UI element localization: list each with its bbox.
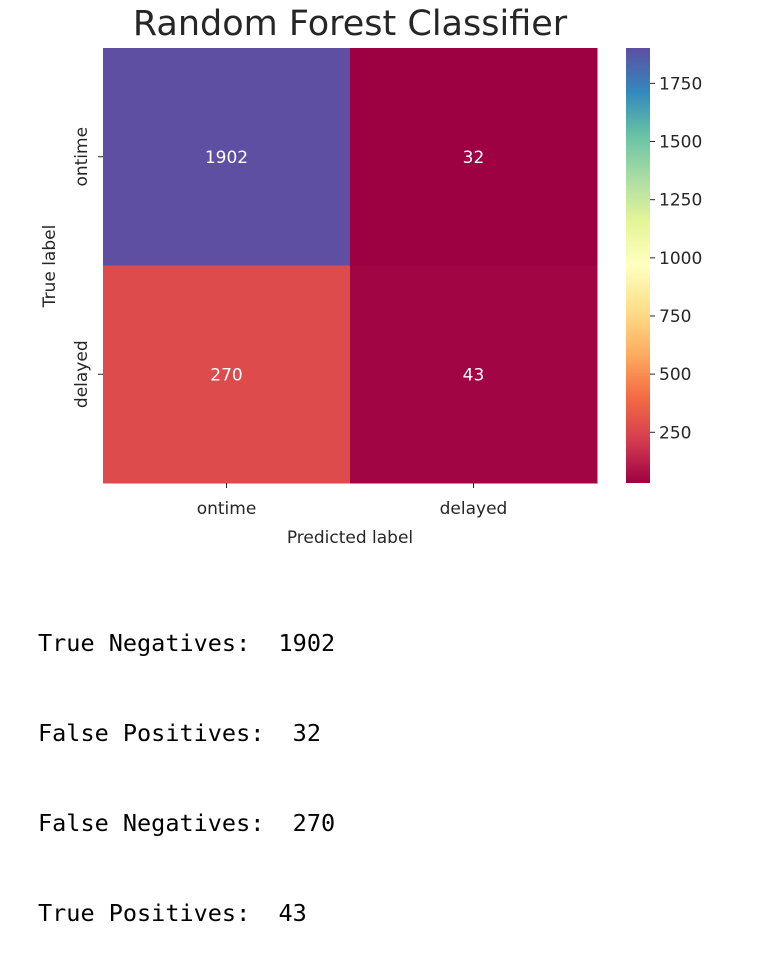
colorbar-tick-label: 1500 (659, 133, 702, 153)
heatmap-cell (350, 48, 598, 266)
y-tick-label: ontime (72, 127, 92, 187)
x-tick-label: delayed (440, 499, 508, 519)
summary-label: False Positives: (38, 719, 265, 747)
summary-label: False Negatives: (38, 809, 265, 837)
confusion-matrix-figure: Random Forest Classifier 1902 32 270 43 ont… (40, 4, 702, 548)
summary-line-fn: False Negatives: 270 (38, 808, 335, 838)
colorbar-tick-label: 500 (659, 365, 691, 385)
heatmap-cell (103, 48, 351, 266)
chart-title: Random Forest Classifier (133, 4, 568, 44)
y-tick-label: delayed (72, 340, 92, 408)
summary-value: 270 (292, 809, 336, 837)
colorbar-tick-label: 750 (659, 307, 691, 327)
cell-value-label: 43 (463, 365, 485, 385)
heatmap-cell (350, 265, 598, 484)
cell-value-label: 32 (463, 148, 485, 168)
colorbar-tick-label: 250 (659, 423, 691, 443)
summary-line-tp: True Positives: 43 (38, 898, 335, 928)
colorbar-tick-label: 1750 (659, 74, 702, 94)
heatmap-cells: 1902 32 270 43 (103, 48, 598, 484)
heatmap-cell (103, 265, 351, 484)
colorbar-ticks: 250 500 750 1000 1250 1500 1750 (650, 74, 702, 443)
summary-output: True Negatives: 1902 False Positives: 32… (38, 568, 335, 958)
colorbar-tick-label: 1250 (659, 191, 702, 211)
x-axis-ticks: ontime delayed (197, 483, 508, 519)
summary-value: 43 (278, 899, 307, 927)
x-tick-label: ontime (197, 499, 257, 519)
summary-label: True Positives: (38, 899, 251, 927)
y-axis-label: True label (40, 225, 60, 309)
colorbar (626, 48, 650, 483)
summary-value: 32 (292, 719, 321, 747)
summary-value: 1902 (278, 629, 336, 657)
y-axis-ticks: ontime delayed (72, 127, 103, 408)
cell-value-label: 1902 (205, 148, 248, 168)
summary-line-tn: True Negatives: 1902 (38, 628, 335, 658)
summary-label: True Negatives: (38, 629, 251, 657)
cell-value-label: 270 (210, 365, 242, 385)
colorbar-tick-label: 1000 (659, 249, 702, 269)
summary-line-fp: False Positives: 32 (38, 718, 335, 748)
x-axis-label: Predicted label (287, 528, 413, 548)
